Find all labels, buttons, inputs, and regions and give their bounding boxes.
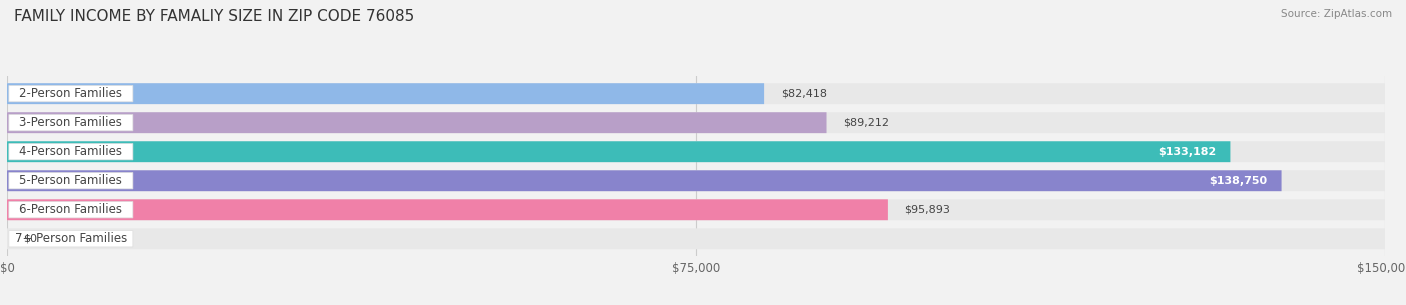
FancyBboxPatch shape bbox=[8, 144, 134, 160]
Text: $133,182: $133,182 bbox=[1159, 147, 1216, 157]
FancyBboxPatch shape bbox=[7, 170, 1385, 191]
Text: FAMILY INCOME BY FAMALIY SIZE IN ZIP CODE 76085: FAMILY INCOME BY FAMALIY SIZE IN ZIP COD… bbox=[14, 9, 415, 24]
FancyBboxPatch shape bbox=[8, 231, 134, 247]
FancyBboxPatch shape bbox=[7, 141, 1230, 162]
FancyBboxPatch shape bbox=[8, 85, 134, 102]
FancyBboxPatch shape bbox=[7, 112, 827, 133]
FancyBboxPatch shape bbox=[8, 115, 134, 131]
FancyBboxPatch shape bbox=[7, 83, 1385, 104]
Text: 7+ Person Families: 7+ Person Families bbox=[14, 232, 127, 245]
Text: $89,212: $89,212 bbox=[844, 118, 889, 128]
FancyBboxPatch shape bbox=[7, 228, 1385, 249]
FancyBboxPatch shape bbox=[7, 199, 889, 220]
Text: 2-Person Families: 2-Person Families bbox=[20, 87, 122, 100]
Text: Source: ZipAtlas.com: Source: ZipAtlas.com bbox=[1281, 9, 1392, 19]
Text: 6-Person Families: 6-Person Families bbox=[20, 203, 122, 216]
FancyBboxPatch shape bbox=[8, 173, 134, 189]
FancyBboxPatch shape bbox=[7, 170, 1282, 191]
FancyBboxPatch shape bbox=[7, 112, 1385, 133]
Text: 4-Person Families: 4-Person Families bbox=[20, 145, 122, 158]
Text: $82,418: $82,418 bbox=[780, 89, 827, 99]
Text: $138,750: $138,750 bbox=[1209, 176, 1268, 186]
FancyBboxPatch shape bbox=[8, 202, 134, 218]
FancyBboxPatch shape bbox=[7, 199, 1385, 220]
Text: 5-Person Families: 5-Person Families bbox=[20, 174, 122, 187]
Text: $0: $0 bbox=[24, 234, 38, 244]
Text: 3-Person Families: 3-Person Families bbox=[20, 116, 122, 129]
FancyBboxPatch shape bbox=[7, 83, 763, 104]
Text: $95,893: $95,893 bbox=[904, 205, 950, 215]
FancyBboxPatch shape bbox=[7, 141, 1385, 162]
